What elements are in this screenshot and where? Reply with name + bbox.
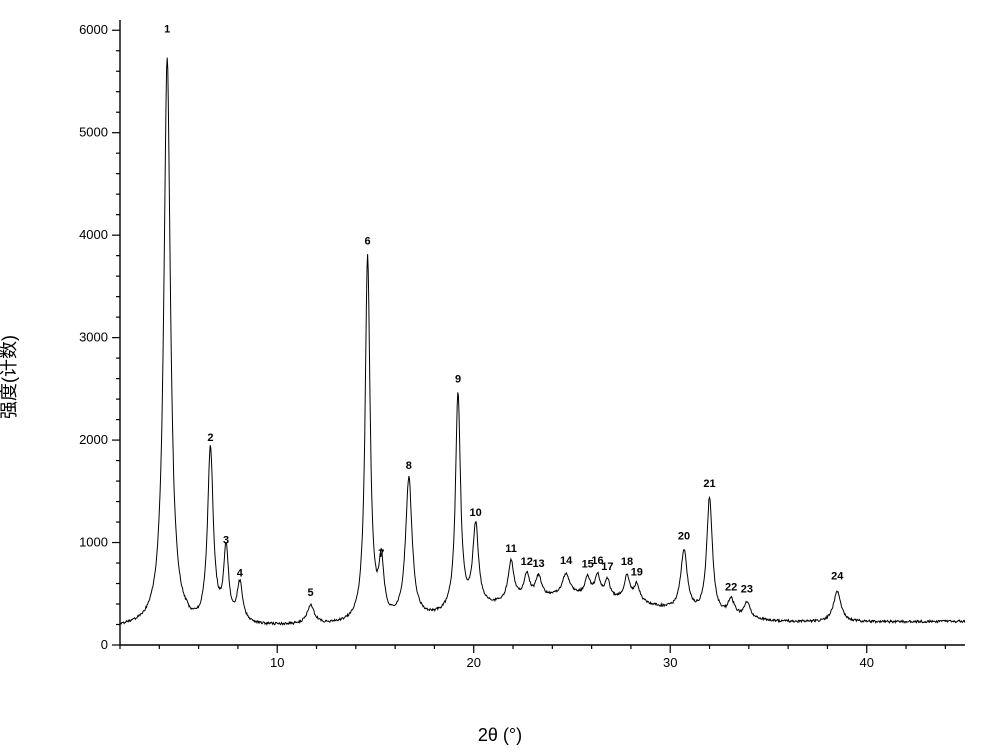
y-tick-label: 0 bbox=[101, 637, 108, 652]
peak-label: 20 bbox=[678, 530, 690, 542]
y-tick-label: 3000 bbox=[79, 330, 108, 345]
peak-label: 21 bbox=[703, 478, 715, 490]
peak-label: 17 bbox=[601, 561, 613, 573]
peak-label: 22 bbox=[725, 582, 737, 594]
plot-area: 1020304001000200030004000500060001234567… bbox=[50, 10, 980, 690]
peak-label: 19 bbox=[631, 566, 643, 578]
peak-label: 14 bbox=[560, 555, 573, 567]
y-tick-label: 4000 bbox=[79, 227, 108, 242]
x-tick-label: 30 bbox=[663, 655, 677, 670]
peak-label: 12 bbox=[521, 556, 533, 568]
peak-label: 4 bbox=[237, 567, 244, 579]
x-axis-label: 2θ (°) bbox=[478, 725, 522, 746]
xrd-chart: 1020304001000200030004000500060001234567… bbox=[50, 10, 980, 690]
page: 强度(计数) 2θ (°) 10 20 30 40 0 1000 2000 3000 4000 5… bbox=[0, 0, 1000, 754]
peak-label: 3 bbox=[223, 535, 229, 547]
y-tick-label: 6000 bbox=[79, 22, 108, 37]
axis-frame bbox=[120, 20, 965, 645]
x-tick-label: 40 bbox=[860, 655, 874, 670]
peak-label: 11 bbox=[505, 543, 517, 555]
peak-label: 10 bbox=[470, 507, 482, 519]
peak-label: 6 bbox=[365, 235, 371, 247]
peak-label: 8 bbox=[406, 460, 412, 472]
x-tick-label: 20 bbox=[466, 655, 480, 670]
peak-label: 23 bbox=[741, 584, 753, 596]
peak-label: 9 bbox=[455, 374, 461, 386]
xrd-trace bbox=[120, 58, 965, 625]
peak-label: 24 bbox=[831, 570, 844, 582]
y-tick-label: 5000 bbox=[79, 125, 108, 140]
x-tick-label: 10 bbox=[270, 655, 284, 670]
y-axis-label: 强度(计数) bbox=[0, 335, 21, 419]
y-tick-label: 2000 bbox=[79, 432, 108, 447]
peak-label: 2 bbox=[207, 432, 213, 444]
peak-label: 5 bbox=[308, 587, 314, 599]
peak-label: 13 bbox=[532, 558, 544, 570]
y-tick-label: 1000 bbox=[79, 535, 108, 550]
peak-label: 1 bbox=[164, 23, 170, 35]
peak-label: 7 bbox=[378, 548, 384, 560]
